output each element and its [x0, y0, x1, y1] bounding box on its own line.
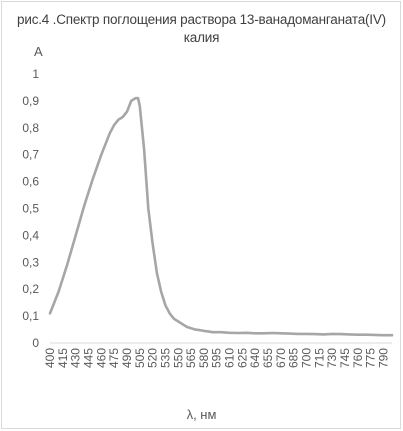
x-tick-label: 610: [223, 348, 237, 368]
x-tick-label: 445: [81, 348, 95, 368]
x-tick-label: 625: [235, 348, 249, 368]
x-tick-label: 430: [69, 348, 83, 368]
series-line: [48, 96, 394, 337]
x-tick-label: 400: [43, 348, 57, 368]
chart-title-line1: рис.4 .Спектр поглощения раствора 13-ван…: [17, 12, 386, 27]
x-tick-label: 520: [146, 348, 160, 368]
x-tick-label: 415: [56, 348, 70, 368]
x-tick-label: 475: [107, 348, 121, 368]
y-axis-label: A: [34, 44, 43, 59]
x-tick-label: 550: [171, 348, 185, 368]
x-tick-label: 775: [364, 348, 378, 368]
x-tick-label: 505: [133, 348, 147, 368]
y-tick-label: 0,2: [22, 282, 39, 296]
x-tick-label: 595: [210, 348, 224, 368]
x-tick-label: 670: [274, 348, 288, 368]
y-tick-label: 0,3: [22, 255, 39, 269]
x-tick-label: 745: [338, 348, 352, 368]
x-tick-label: 565: [184, 348, 198, 368]
y-tick-label: 0,7: [22, 148, 39, 162]
y-tick-label: 0: [32, 336, 39, 350]
x-tick-label: 580: [197, 348, 211, 368]
x-tick-label: 640: [248, 348, 262, 368]
y-tick-label: 0,8: [22, 121, 39, 135]
x-tick-label: 760: [351, 348, 365, 368]
y-tick-label: 1: [32, 67, 39, 81]
x-tick-label: 490: [120, 348, 134, 368]
x-tick-label: 535: [158, 348, 172, 368]
x-tick-label: 460: [94, 348, 108, 368]
x-tick-label: 715: [312, 348, 326, 368]
x-tick-label: 730: [325, 348, 339, 368]
y-tick-label: 0,9: [22, 94, 39, 108]
y-tick-label: 0,1: [22, 309, 39, 323]
x-tick-label: 685: [287, 348, 301, 368]
x-tick-label: 700: [300, 348, 314, 368]
y-tick-label: 0,5: [22, 202, 39, 216]
chart-title-line2: калия: [183, 30, 220, 45]
y-tick-label: 0,4: [22, 228, 39, 242]
y-tick-label: 0,6: [22, 175, 39, 189]
x-tick-label: 790: [376, 348, 390, 368]
x-tick-label: 655: [261, 348, 275, 368]
x-axis-label: λ, нм: [186, 407, 217, 422]
